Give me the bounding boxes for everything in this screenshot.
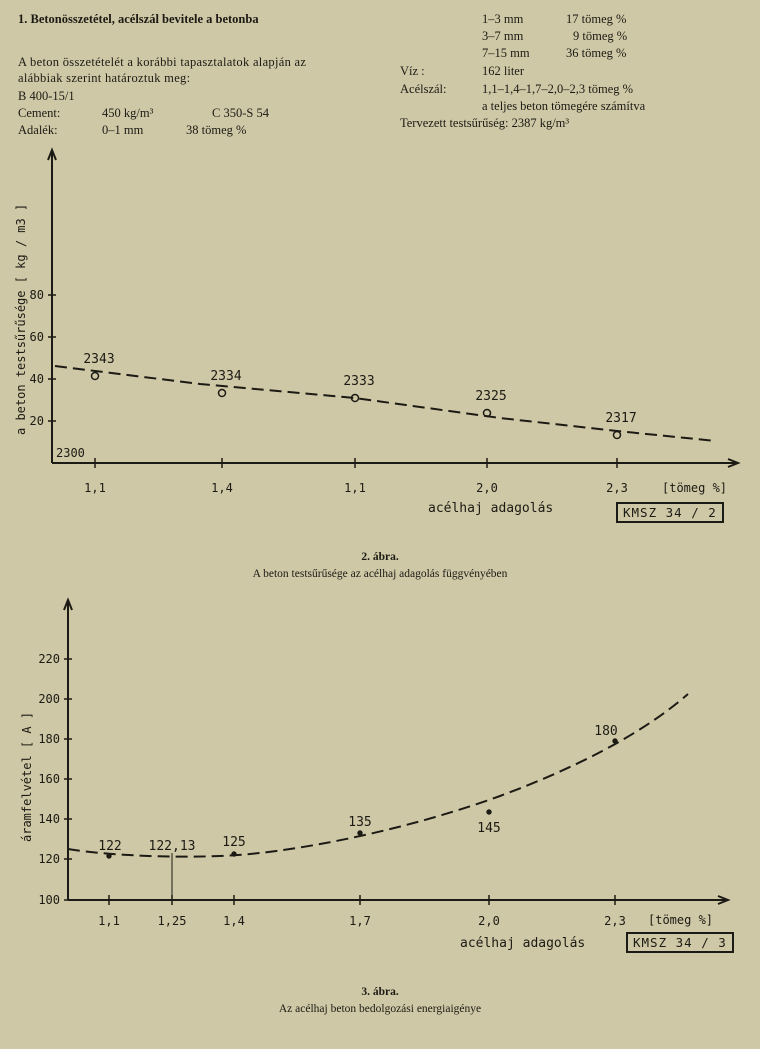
data-point [90,371,100,381]
adalek-range: 0–1 mm [102,123,144,137]
adalek-pct: 38 tömeg % [186,123,247,137]
data-point [612,430,622,440]
intro-line-2: alábbiak szerint határoztuk meg: [18,71,191,85]
y-tick-label-2: 220 [38,652,60,666]
fraction-pct: 36 tömeg % [566,46,627,60]
data-label: 2333 [343,374,374,389]
y-tick-label-2: 200 [38,692,60,706]
x-axis-title: acélhaj adagolás [428,501,553,516]
chart1-badge: KMSZ 34 / 2 [616,502,724,523]
acelszal-label: Acélszál: [400,82,447,96]
y-tick-label-2: 100 [38,893,60,907]
y-axis-arrow-2 [63,597,73,611]
data-label: 2325 [475,389,506,404]
data-point [350,393,360,403]
fraction-pct: 9 tömeg % [573,29,628,43]
data-point-2 [106,853,112,859]
data-label-2: 125 [222,835,245,850]
data-label-2: 180 [594,724,617,739]
x-tick-label-2: 1,4 [223,914,245,928]
x-axis-arrow-2 [717,895,731,905]
y-tick-label: 60 [30,330,44,344]
trend-line [54,365,717,442]
y-tick-label: 80 [30,288,44,302]
cement-label: Cement: [18,106,61,120]
x-tick-label: 2,0 [476,481,498,495]
y-tick-label: 40 [30,372,44,386]
x-tick-label: 1,1 [84,481,106,495]
data-label-2: 135 [348,815,371,830]
trend-curve [67,693,689,858]
x-tick-label-2: 1,7 [349,914,371,928]
intro-line-1: A beton összetételét a korábbi tapasztal… [18,55,307,69]
fraction-range: 1–3 mm [482,12,524,26]
acelszal-note: a teljes beton tömegére számítva [482,99,646,113]
chart2-caption-text: Az acélhaj beton bedolgozási energiaigén… [278,1003,482,1015]
acelszal-value: 1,1–1,4–1,7–2,0–2,3 tömeg % [482,82,634,96]
x-tick-label-2: 2,3 [604,914,626,928]
x-tick-label: 1,4 [211,481,233,495]
fraction-range: 3–7 mm [482,29,524,43]
data-label-2: 145 [477,821,500,836]
x-unit-label-2: [tömeg %] [648,913,713,927]
x-axis-arrow [727,458,741,468]
fraction-range: 7–15 mm [482,46,530,60]
x-tick-label-2: 2,0 [478,914,500,928]
data-point-2 [231,851,237,857]
y-tick-label-2: 160 [38,772,60,786]
x-tick-label: 1,1 [344,481,366,495]
data-point-2 [486,809,492,815]
fraction-pct: 17 tömeg % [566,12,627,26]
section-heading: 1. Betonösszetétel, acélszál bevitele a … [18,12,259,26]
data-point-2 [357,830,363,836]
x-axis-title-2: acélhaj adagolás [460,936,585,951]
y-tick-label: 20 [30,414,44,428]
data-label-2: 122,13 [149,839,196,854]
cement-value: 450 kg/m³ [102,106,154,120]
cement-type: C 350-S 54 [212,106,269,120]
data-point [217,388,227,398]
adalek-label: Adalék: [18,123,58,137]
viz-label: Víz : [400,64,425,78]
grade-text: B 400-15/1 [18,89,75,103]
x-tick-label-2: 1,1 [98,914,120,928]
data-label: 2317 [605,411,636,426]
data-point [482,408,492,418]
density-text: Tervezett testsűrűség: 2387 kg/m³ [400,116,570,130]
x-unit-label: [tömeg %] [662,481,727,495]
data-point-2 [612,738,618,744]
y-tick-label-2: 180 [38,732,60,746]
y-tick-label-2: 140 [38,812,60,826]
chart1-caption-title: 2. ábra. [361,551,399,563]
y-axis-arrow [47,147,57,161]
data-label: 2343 [83,352,114,367]
data-label: 2334 [210,369,241,384]
chart2-caption-title: 3. ábra. [361,986,399,998]
data-label-2: 122 [98,839,121,854]
y-axis-title-2: áramfelvétel [ A ] [20,712,34,842]
viz-value: 162 liter [482,64,525,78]
x-tick-label-2: 1,25 [158,914,187,928]
x-tick-label: 2,3 [606,481,628,495]
chart2-badge: KMSZ 34 / 3 [626,932,734,953]
chart1-caption-text: A beton testsűrűsége az acélhaj adagolás… [252,568,508,580]
y-axis-title: a beton testsűrűsége [ kg / m3 ] [14,204,28,435]
y-tick-label-2: 120 [38,852,60,866]
y-base-label: 2300 [56,446,85,460]
